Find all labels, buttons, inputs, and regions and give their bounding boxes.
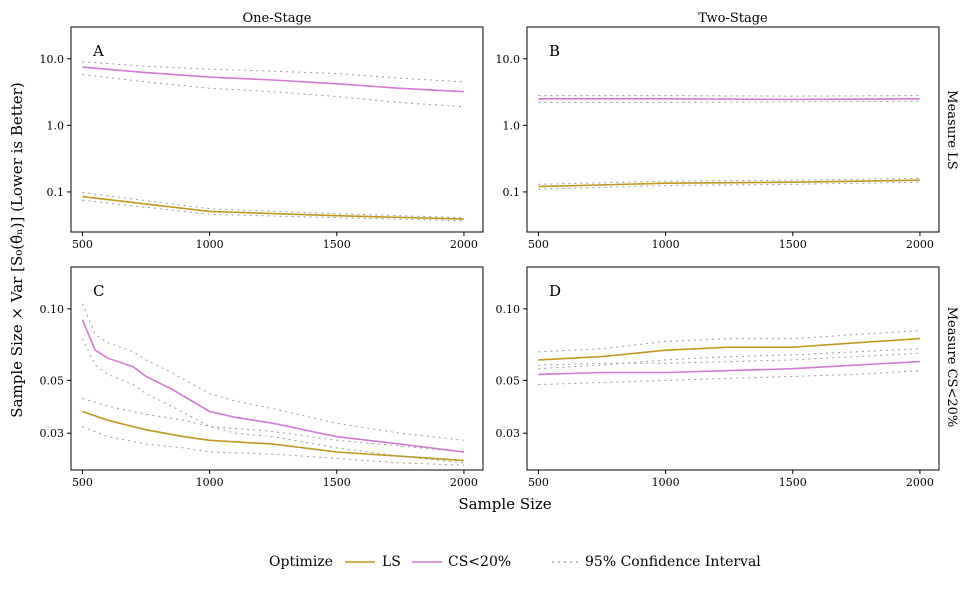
x-tick-label: 500: [72, 238, 93, 251]
series-line-ls: [82, 195, 464, 220]
series-line-cs: [538, 98, 920, 101]
y-tick-label: 0.05: [496, 374, 521, 387]
panels: A 500 1000 1500 2000 0.1 1.0 10.0 B 500 1000 1500 20…: [40, 26, 940, 489]
y-tick-label: 0.03: [496, 427, 521, 440]
legend-cs-label: CS<20%: [448, 554, 511, 570]
x-tick-label: 2000: [450, 238, 478, 251]
row-title-measure-cs: Measure CS<20%: [944, 307, 959, 427]
series-line-cs: [538, 360, 920, 376]
series-line-ls: [538, 337, 920, 361]
y-tick-label: 0.1: [47, 186, 65, 199]
ci-lower-cs: [81, 338, 464, 464]
y-tick-label: 0.03: [40, 427, 65, 440]
ci-lower-ls: [82, 199, 464, 222]
y-tick-label: 10.0: [496, 53, 521, 66]
legend-title: Optimize: [269, 554, 333, 570]
panel-c: C 500 1000 1500 2000 0.03 0.05 0.10: [40, 266, 484, 489]
ci-lower-ls: [538, 348, 920, 370]
y-axis-label: Sample Size × Var [S₀(θ̂ₙ)] (Lower is Be…: [8, 82, 26, 417]
x-tick-label: 1000: [196, 476, 224, 489]
x-tick-label: 500: [528, 476, 549, 489]
ci-upper-ls: [538, 330, 920, 353]
x-tick-label: 1500: [323, 238, 351, 251]
plot-frame: [526, 26, 940, 233]
x-tick-label: 1500: [779, 476, 807, 489]
y-tick-label: 0.05: [40, 374, 65, 387]
panel-letter: C: [93, 282, 104, 300]
panel-b: B 500 1000 1500 2000 0.1 1.0 10.0: [496, 26, 940, 251]
y-tick-label: 0.10: [40, 303, 65, 316]
legend-ci-label: 95% Confidence Interval: [585, 554, 761, 570]
x-tick-label: 1500: [323, 476, 351, 489]
ci-lower-cs: [538, 100, 920, 103]
plot-frame: [70, 266, 484, 471]
series-line-cs: [82, 66, 464, 93]
panel-letter: B: [549, 42, 560, 60]
ci-lower-cs: [82, 74, 464, 108]
ci-upper-cs: [538, 95, 920, 97]
series-line-cs: [81, 319, 464, 453]
series-line-ls: [538, 179, 920, 188]
panel-letter: D: [549, 282, 561, 300]
ci-lower-ls: [538, 181, 920, 190]
legend: Optimize LS CS<20% 95% Confidence Interv…: [269, 554, 761, 570]
x-tick-label: 2000: [906, 476, 934, 489]
x-tick-label: 2000: [450, 476, 478, 489]
y-tick-label: 0.10: [496, 303, 521, 316]
column-title-one-stage: One-Stage: [242, 11, 311, 26]
y-tick-label: 0.1: [503, 186, 521, 199]
panel-letter: A: [92, 42, 104, 60]
y-tick-label: 1.0: [503, 119, 521, 132]
column-title-two-stage: Two-Stage: [698, 11, 768, 26]
ci-lower-cs: [538, 370, 920, 386]
x-tick-label: 1500: [779, 238, 807, 251]
x-tick-label: 1000: [652, 238, 680, 251]
x-axis-label: Sample Size: [458, 495, 551, 513]
ci-upper-ls: [82, 192, 464, 219]
x-tick-label: 500: [528, 238, 549, 251]
y-tick-label: 1.0: [47, 119, 65, 132]
panel-a: A 500 1000 1500 2000 0.1 1.0 10.0: [40, 26, 484, 251]
x-tick-label: 500: [72, 476, 93, 489]
x-tick-label: 2000: [906, 238, 934, 251]
plot-frame: [70, 26, 484, 233]
x-tick-label: 1000: [196, 238, 224, 251]
ci-lower-ls: [82, 426, 464, 466]
row-title-measure-ls: Measure LS: [944, 90, 959, 169]
ci-upper-cs: [538, 352, 920, 366]
plot-frame: [526, 266, 940, 471]
ci-upper-ls: [82, 397, 464, 453]
y-tick-label: 10.0: [40, 53, 65, 66]
ci-upper-cs: [82, 61, 464, 83]
legend-ls-label: LS: [382, 554, 401, 570]
x-tick-label: 1000: [652, 476, 680, 489]
series-line-ls: [82, 410, 464, 462]
panel-d: D 500 1000 1500 2000 0.03 0.05 0.10: [496, 266, 940, 489]
